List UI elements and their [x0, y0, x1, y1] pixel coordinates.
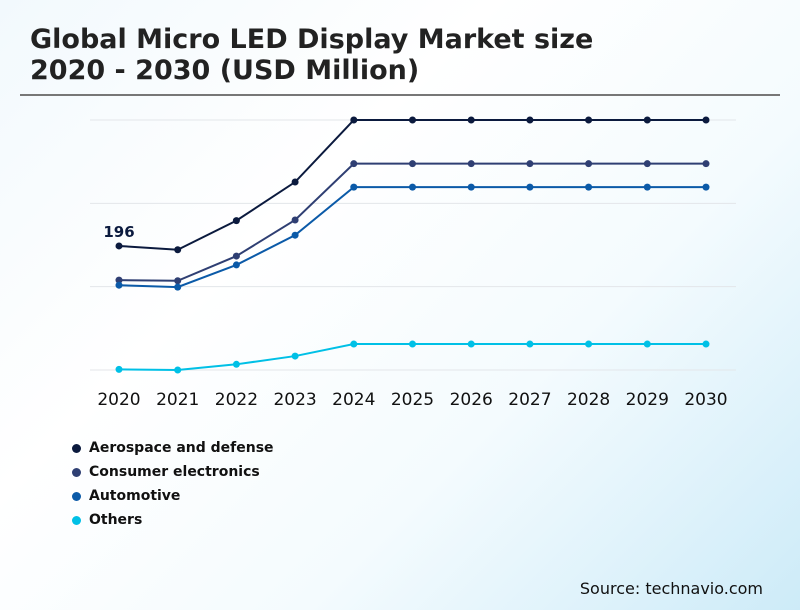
x-tick-label: 2024 — [332, 390, 375, 410]
legend-dot-icon — [72, 443, 81, 453]
data-point — [643, 160, 651, 168]
data-point — [467, 116, 475, 124]
data-point — [291, 216, 299, 224]
data-point — [585, 183, 593, 191]
legend-item: Aerospace and defense — [72, 436, 274, 460]
data-point — [232, 360, 240, 368]
data-point — [115, 242, 123, 250]
data-point — [291, 231, 299, 239]
data-point — [409, 183, 416, 191]
x-tick-label: 2030 — [684, 390, 727, 410]
data-point — [643, 116, 651, 124]
data-point — [702, 340, 710, 348]
legend-dot-icon — [72, 491, 81, 501]
legend-item: Others — [72, 508, 274, 532]
data-point — [232, 252, 240, 260]
data-point — [350, 340, 358, 348]
legend: Aerospace and defense Consumer electronic… — [72, 436, 274, 532]
data-point — [526, 160, 534, 168]
legend-dot-icon — [72, 515, 81, 525]
x-tick-label: 2021 — [156, 390, 199, 410]
x-tick-label: 2023 — [273, 390, 316, 410]
legend-dot-icon — [72, 467, 81, 477]
data-point — [350, 116, 358, 124]
data-point — [115, 365, 123, 373]
data-point — [174, 283, 182, 291]
title-divider — [20, 94, 780, 96]
data-point — [350, 183, 358, 191]
series-line — [118, 343, 706, 372]
data-point — [115, 281, 123, 289]
data-point — [526, 183, 534, 191]
data-point — [702, 183, 710, 191]
data-point — [409, 340, 416, 348]
x-tick-label: 2029 — [626, 390, 669, 410]
data-point — [702, 160, 710, 168]
x-tick-label: 2020 — [97, 390, 140, 410]
chart-title: Global Micro LED Display Market size 202… — [30, 24, 594, 86]
x-tick-label: 2028 — [567, 390, 610, 410]
data-point — [291, 352, 299, 360]
legend-label: Others — [89, 512, 143, 528]
data-point — [409, 160, 416, 168]
data-point — [174, 277, 182, 285]
data-point — [643, 183, 651, 191]
data-point — [467, 183, 475, 191]
data-point — [115, 276, 123, 284]
data-point — [467, 160, 475, 168]
data-point — [585, 160, 593, 168]
series-line — [118, 162, 706, 282]
data-point — [409, 116, 416, 124]
x-tick-label: 2025 — [391, 390, 434, 410]
data-point — [585, 116, 593, 124]
data-point — [291, 178, 299, 186]
data-point — [526, 340, 534, 348]
data-label: 196 — [103, 223, 134, 241]
legend-label: Aerospace and defense — [89, 440, 274, 456]
data-point — [174, 246, 182, 254]
x-tick-label: 2022 — [215, 390, 258, 410]
legend-label: Automotive — [89, 488, 181, 504]
data-point — [702, 116, 710, 124]
data-point — [643, 340, 651, 348]
data-point — [232, 261, 240, 269]
legend-item: Automotive — [72, 484, 274, 508]
data-point — [232, 217, 240, 225]
legend-item: Consumer electronics — [72, 460, 274, 484]
series-line — [118, 186, 706, 289]
data-point — [585, 340, 593, 348]
data-point — [174, 366, 182, 374]
data-point — [526, 116, 534, 124]
data-point — [350, 160, 358, 168]
source-text: Source: technavio.com — [579, 579, 763, 598]
data-point — [467, 340, 475, 348]
x-tick-label: 2026 — [450, 390, 493, 410]
x-tick-label: 2027 — [508, 390, 551, 410]
legend-label: Consumer electronics — [89, 464, 260, 480]
